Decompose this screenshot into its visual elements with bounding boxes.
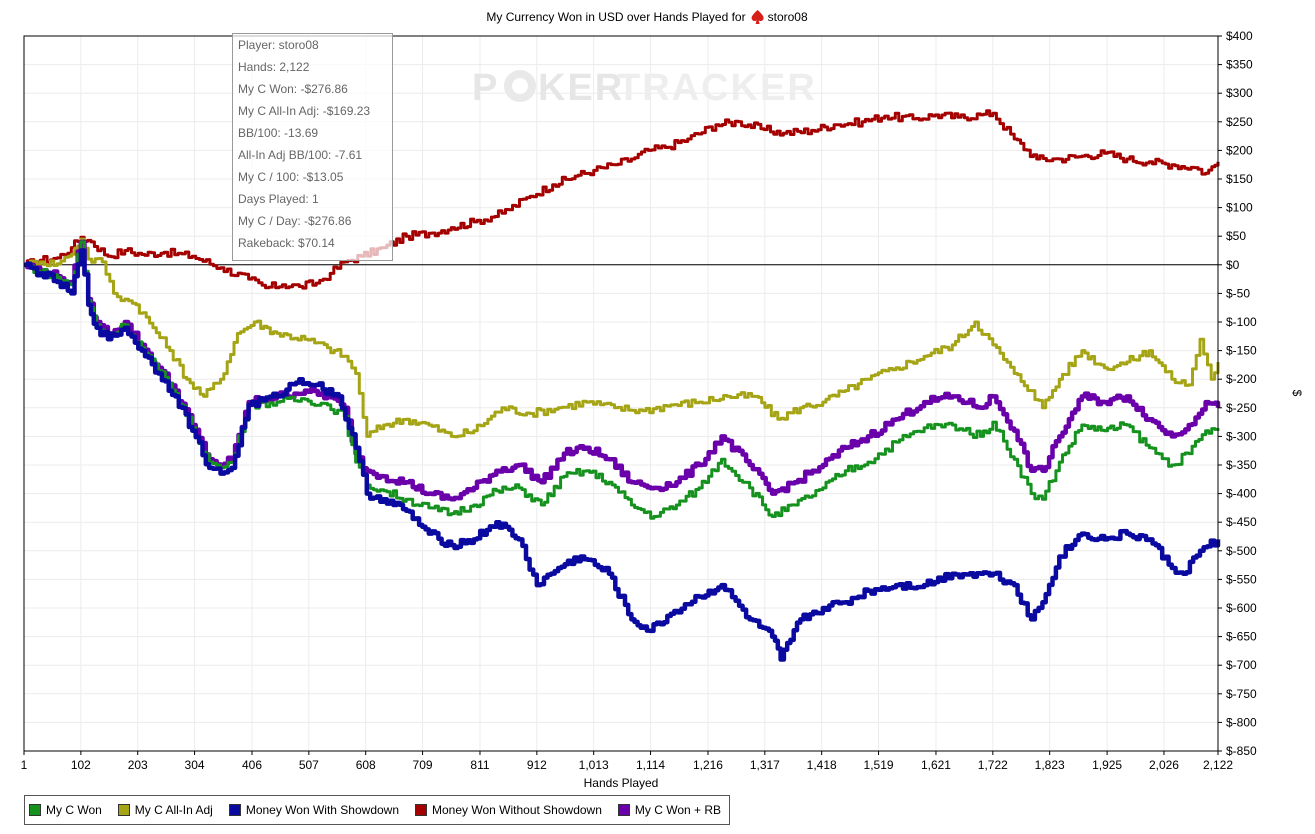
y-tick-label: $300 xyxy=(1226,86,1253,100)
tooltip-row: Hands: 2,122 xyxy=(238,60,310,74)
x-tick-label: 102 xyxy=(71,758,91,772)
series-line xyxy=(24,248,1221,662)
legend-swatch xyxy=(617,804,630,816)
legend-swatch xyxy=(415,804,428,816)
series-line xyxy=(24,237,1220,439)
y-tick-label: $350 xyxy=(1226,58,1253,72)
x-axis-label: Hands Played xyxy=(584,776,659,790)
x-tick-label: 912 xyxy=(527,758,547,772)
legend-item[interactable]: My C Won + RB xyxy=(617,803,722,817)
x-tick-label: 507 xyxy=(299,758,319,772)
tooltip-row: My C All-In Adj: -$169.23 xyxy=(238,104,371,118)
stats-tooltip: Player: storo08 Hands: 2,122 My C Won: -$2… xyxy=(232,33,393,261)
watermark-text-ker: KER xyxy=(538,67,624,109)
tooltip-row: BB/100: -13.69 xyxy=(238,126,319,140)
y-tick-label: $-400 xyxy=(1226,487,1257,501)
legend-label: My C Won + RB xyxy=(634,803,722,817)
y-tick-label: $-250 xyxy=(1226,401,1257,415)
y-tick-label: $100 xyxy=(1226,201,1253,215)
y-tick-label: $50 xyxy=(1226,229,1246,243)
y-tick-label: $-100 xyxy=(1226,315,1257,329)
legend-label: My C Won xyxy=(46,803,102,817)
y-tick-label: $-350 xyxy=(1226,458,1257,472)
y-tick-label: $-200 xyxy=(1226,372,1257,386)
y-tick-label: $200 xyxy=(1226,143,1253,157)
legend-swatch xyxy=(228,804,241,816)
legend-swatch xyxy=(117,804,130,816)
series-line xyxy=(24,109,1220,290)
spade-shape xyxy=(751,10,764,24)
y-tick-label: $400 xyxy=(1226,29,1253,43)
legend-item[interactable]: My C Won xyxy=(29,803,102,817)
x-tick-label: 203 xyxy=(128,758,148,772)
x-tick-label: 1,823 xyxy=(1035,758,1065,772)
x-tick-label: 2,122 xyxy=(1203,758,1233,772)
chart-title-player: storo08 xyxy=(768,10,808,24)
y-tick-label: $-500 xyxy=(1226,544,1257,558)
y-tick-label: $0 xyxy=(1226,258,1240,272)
y-tick-label: $-700 xyxy=(1226,658,1257,672)
legend-item[interactable]: My C All-In Adj xyxy=(117,803,213,817)
watermark-text-tracker: TRACKER xyxy=(617,67,817,109)
y-tick-label: $-750 xyxy=(1226,687,1257,701)
y-axis: $400 $350 $300 $250 $200 $150 $100 $50 $0 $-50 $-1… xyxy=(1218,29,1257,758)
y-tick-label: $-600 xyxy=(1226,601,1257,615)
x-tick-label: 1,722 xyxy=(978,758,1008,772)
y-tick-label: $-450 xyxy=(1226,515,1257,529)
legend: My C Won My C All-In Adj Money Won With Sh… xyxy=(24,795,731,825)
x-tick-label: 2,026 xyxy=(1149,758,1179,772)
x-tick-label: 406 xyxy=(242,758,262,772)
x-tick-label: 1 xyxy=(21,758,28,772)
x-tick-label: 709 xyxy=(413,758,433,772)
x-tick-label: 1,925 xyxy=(1092,758,1122,772)
x-tick-label: 1,621 xyxy=(921,758,951,772)
x-tick-label: 1,216 xyxy=(693,758,723,772)
y-tick-label: $-550 xyxy=(1226,572,1257,586)
legend-label: Money Won Without Showdown xyxy=(432,803,602,817)
x-tick-label: 1,317 xyxy=(750,758,780,772)
tooltip-row: My C / Day: -$276.86 xyxy=(238,214,352,228)
legend-label: Money Won With Showdown xyxy=(245,803,400,817)
y-tick-label: $-650 xyxy=(1226,630,1257,644)
series-layer xyxy=(24,109,1221,662)
legend-swatch xyxy=(29,804,41,816)
series-line xyxy=(24,239,1221,502)
x-tick-label: 1,519 xyxy=(864,758,894,772)
y-tick-label: $-150 xyxy=(1226,344,1257,358)
x-tick-label: 811 xyxy=(470,758,489,772)
legend-label: My C All-In Adj xyxy=(134,803,213,817)
tooltip-row: All-In Adj BB/100: -7.61 xyxy=(238,148,363,162)
plot-border xyxy=(23,35,1219,752)
tooltip-row: My C Won: -$276.86 xyxy=(238,82,348,96)
y-tick-label: $-800 xyxy=(1226,715,1257,729)
watermark-chip-center xyxy=(512,78,528,94)
y-tick-label: $-300 xyxy=(1226,429,1257,443)
legend-item[interactable]: Money Won Without Showdown xyxy=(415,803,602,817)
spade-icon xyxy=(751,10,764,24)
x-tick-label: 1,114 xyxy=(636,758,665,772)
y-tick-label: $150 xyxy=(1226,172,1253,186)
x-tick-label: 1,418 xyxy=(807,758,837,772)
y-axis-label: $ xyxy=(1290,390,1304,397)
x-tick-label: 1,013 xyxy=(579,758,609,772)
chart-title: My Currency Won in USD over Hands Played… xyxy=(486,10,745,24)
tooltip-row: Player: storo08 xyxy=(238,38,319,52)
tooltip-row: Rakeback: $70.14 xyxy=(238,236,335,250)
series-line xyxy=(24,240,1220,520)
tooltip-row: Days Played: 1 xyxy=(238,192,319,206)
x-tick-label: 608 xyxy=(356,758,376,772)
x-axis: 1 102 203 304 406 507 608 709 811 912 1,013 1,114 1,… xyxy=(21,751,1233,772)
legend-item[interactable]: Money Won With Showdown xyxy=(228,803,400,817)
watermark-text-p: P xyxy=(472,67,499,109)
y-tick-label: $250 xyxy=(1226,115,1253,129)
y-tick-label: $-50 xyxy=(1226,286,1250,300)
tooltip-row: My C / 100: -$13.05 xyxy=(238,170,344,184)
x-tick-label: 304 xyxy=(185,758,205,772)
y-tick-label: $-850 xyxy=(1226,744,1257,758)
